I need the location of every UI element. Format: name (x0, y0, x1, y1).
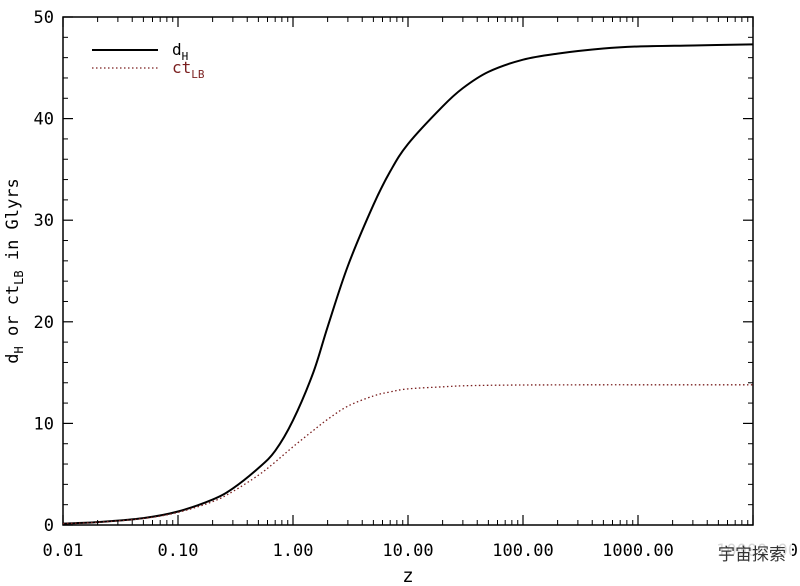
legend-label-dh: dH (172, 40, 188, 63)
x-tick-label: 10.00 (382, 541, 433, 561)
y-tick-label: 10 (34, 414, 54, 434)
y-tick-label: 50 (34, 8, 54, 28)
y-axis-label: dH or ctLB in Glyrs (3, 178, 26, 363)
y-tick-label: 30 (34, 211, 54, 231)
series-lines (62, 43, 754, 525)
y-tick-label: 0 (44, 516, 54, 536)
x-tick-label: 1000.00 (602, 541, 674, 561)
series-line-ctlb (62, 384, 753, 525)
x-axis-label: z (402, 565, 413, 586)
legend: dH ctLB (92, 40, 205, 81)
axis-ticks (62, 16, 754, 526)
plot-frame (62, 16, 754, 526)
y-tick-label: 20 (34, 313, 54, 333)
x-tick-label: 0.10 (158, 541, 199, 561)
x-tick-label: 100.00 (492, 541, 553, 561)
watermark: 宇宙探索 (712, 538, 792, 567)
x-tick-label: 1.00 (273, 541, 314, 561)
y-tick-label: 40 (34, 110, 54, 130)
x-tick-label: 0.01 (43, 541, 84, 561)
axis-tick-labels: 0.010.101.0010.00100.001000.0010000.0001… (34, 8, 798, 561)
series-line-dh (62, 43, 754, 525)
legend-label-ctlb: ctLB (172, 58, 205, 81)
